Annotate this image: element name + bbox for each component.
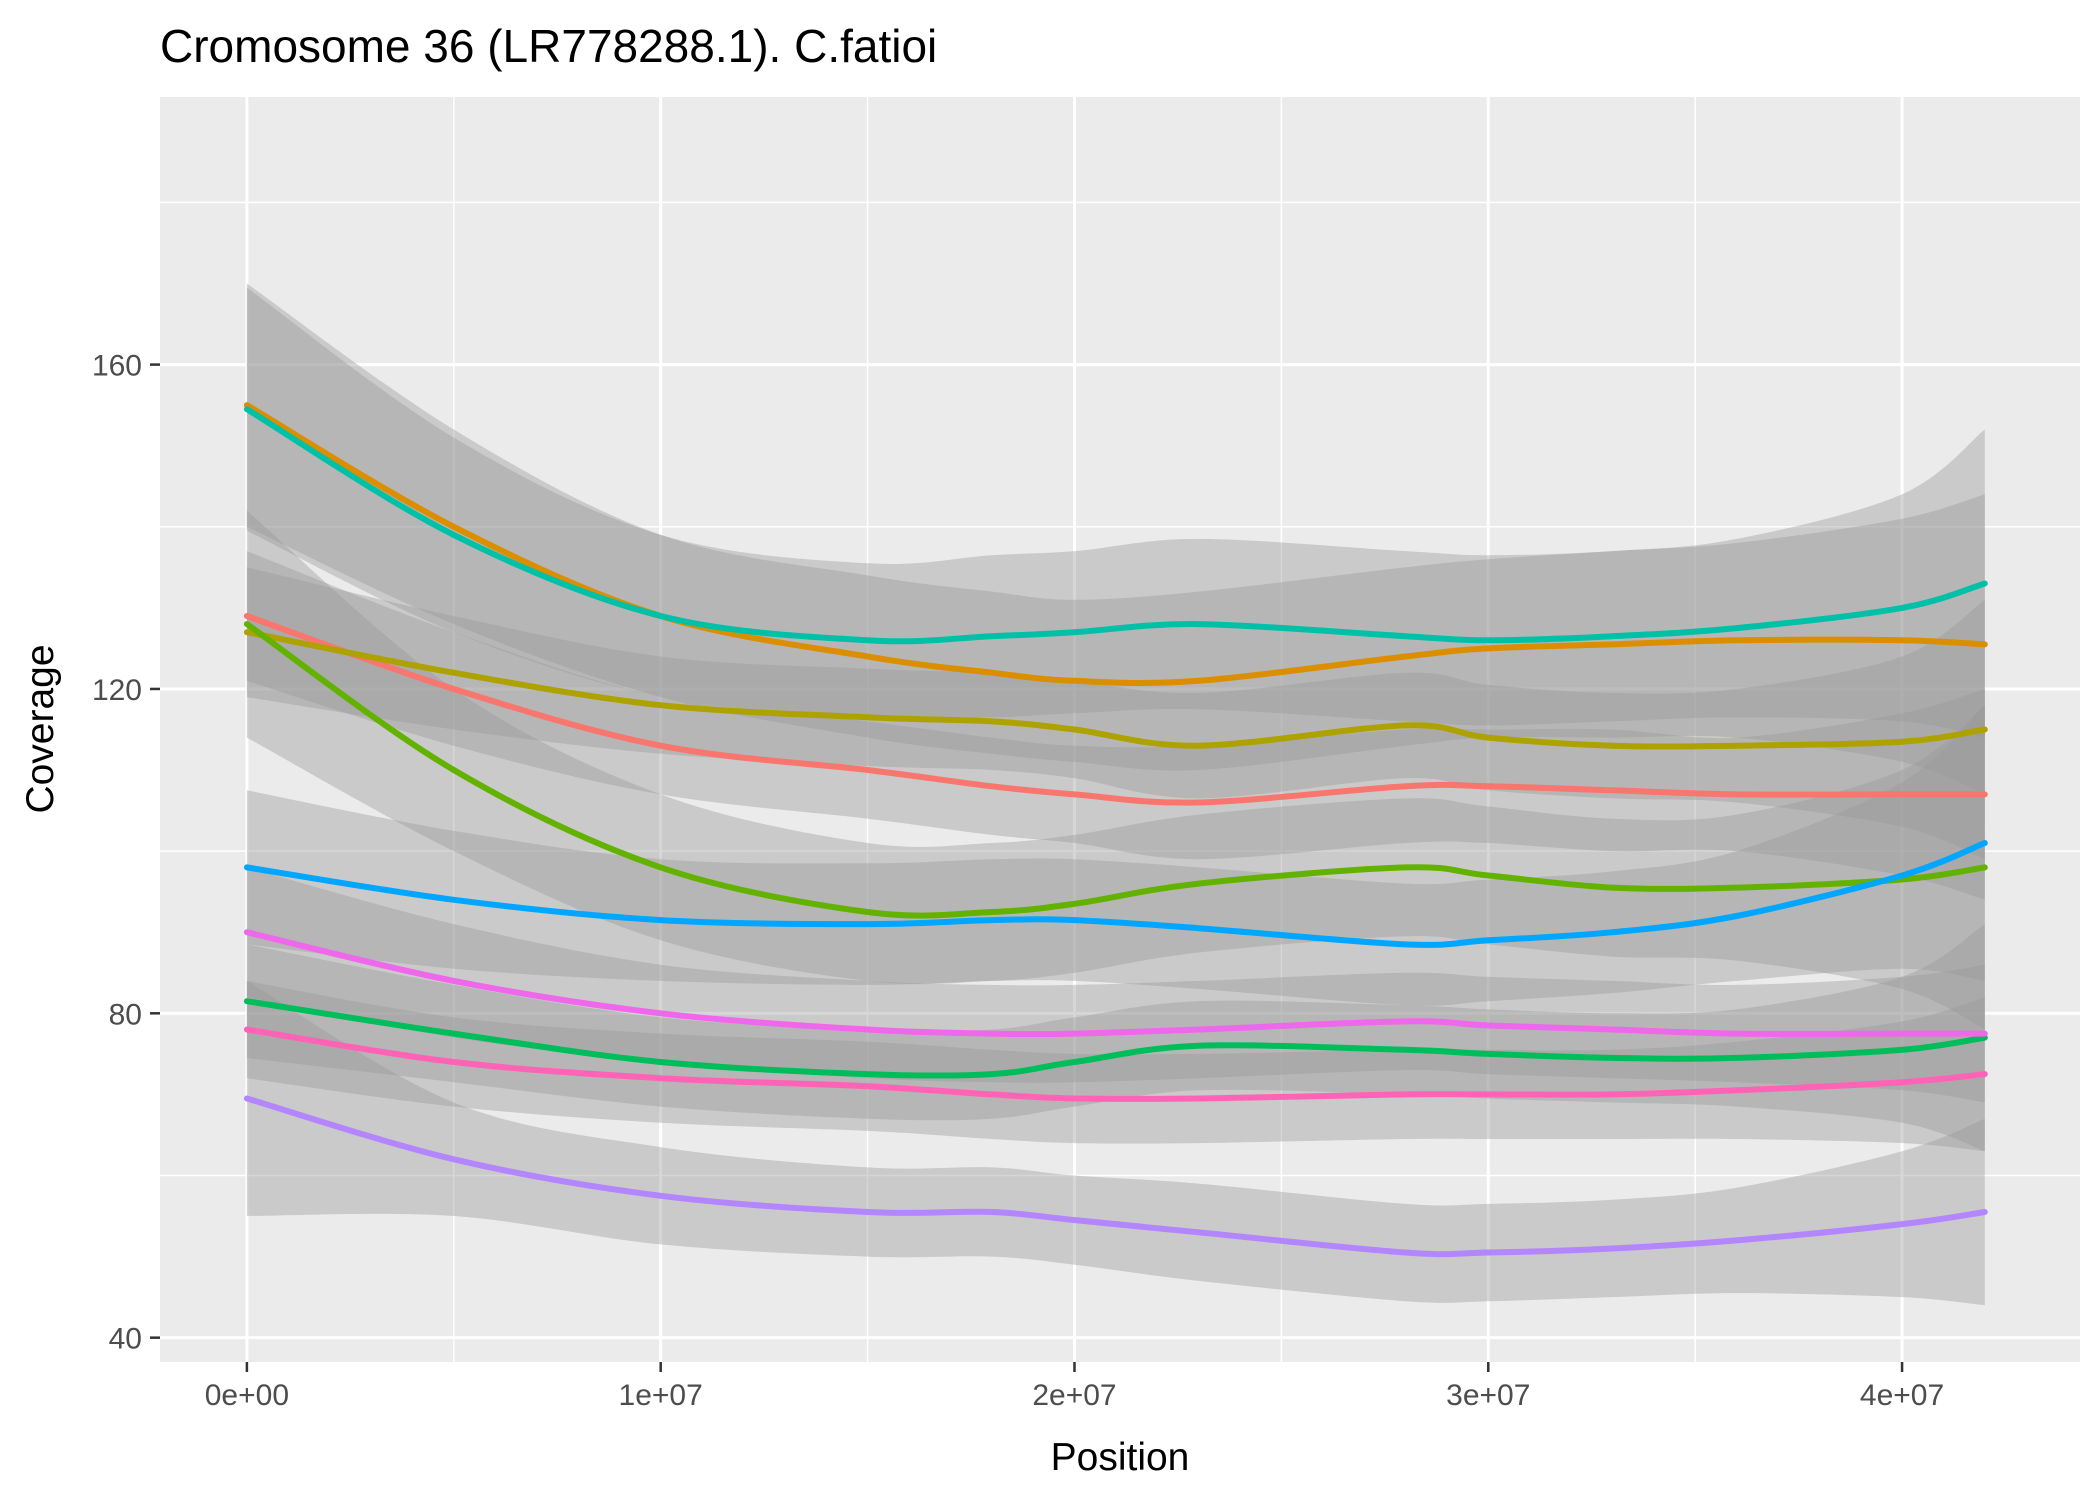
y-tick-label: 160 bbox=[92, 350, 142, 383]
series-line-4 bbox=[243, 621, 1988, 919]
plot-panel bbox=[160, 97, 2080, 1362]
y-axis-title: Coverage bbox=[19, 644, 62, 813]
x-axis: 0e+00 1e+07 2e+07 3e+07 4e+07 bbox=[205, 1362, 1944, 1412]
x-axis-title: Position bbox=[1051, 1436, 1190, 1479]
y-tick-label: 120 bbox=[92, 674, 142, 707]
confidence-ribbon-9 bbox=[246, 867, 1985, 1103]
confidence-ribbon-8 bbox=[246, 980, 1985, 1306]
y-axis: 40 80 120 160 bbox=[92, 350, 160, 1356]
series-line-5 bbox=[243, 998, 1988, 1079]
series-line-8 bbox=[243, 1095, 1988, 1258]
y-tick-label: 40 bbox=[109, 1323, 142, 1356]
confidence-ribbon-2 bbox=[246, 283, 1985, 795]
y-tick-label: 80 bbox=[109, 998, 142, 1031]
series-line-10 bbox=[243, 1026, 1988, 1102]
series-line-1 bbox=[243, 613, 1988, 806]
x-tick-label: 0e+00 bbox=[205, 1379, 289, 1412]
confidence-ribbon-4 bbox=[246, 510, 1985, 1030]
series-line-6 bbox=[243, 406, 1988, 645]
x-tick-label: 1e+07 bbox=[619, 1379, 703, 1412]
x-tick-label: 2e+07 bbox=[1032, 1379, 1116, 1412]
x-tick-label: 3e+07 bbox=[1446, 1379, 1530, 1412]
series-line-3 bbox=[243, 629, 1988, 750]
grid-minor bbox=[160, 97, 2080, 1362]
confidence-ribbon-7 bbox=[246, 705, 1985, 1006]
series-line-9 bbox=[243, 929, 1988, 1038]
series-line-7 bbox=[243, 840, 1988, 948]
series-line-2 bbox=[243, 402, 1988, 686]
x-tick-label: 4e+07 bbox=[1860, 1379, 1944, 1412]
series-lines bbox=[243, 402, 1988, 1258]
confidence-ribbon-10 bbox=[246, 980, 1985, 1152]
confidence-ribbon-1 bbox=[246, 551, 1985, 900]
chart-title: Cromosome 36 (LR778288.1). C.fatioi bbox=[160, 20, 937, 72]
